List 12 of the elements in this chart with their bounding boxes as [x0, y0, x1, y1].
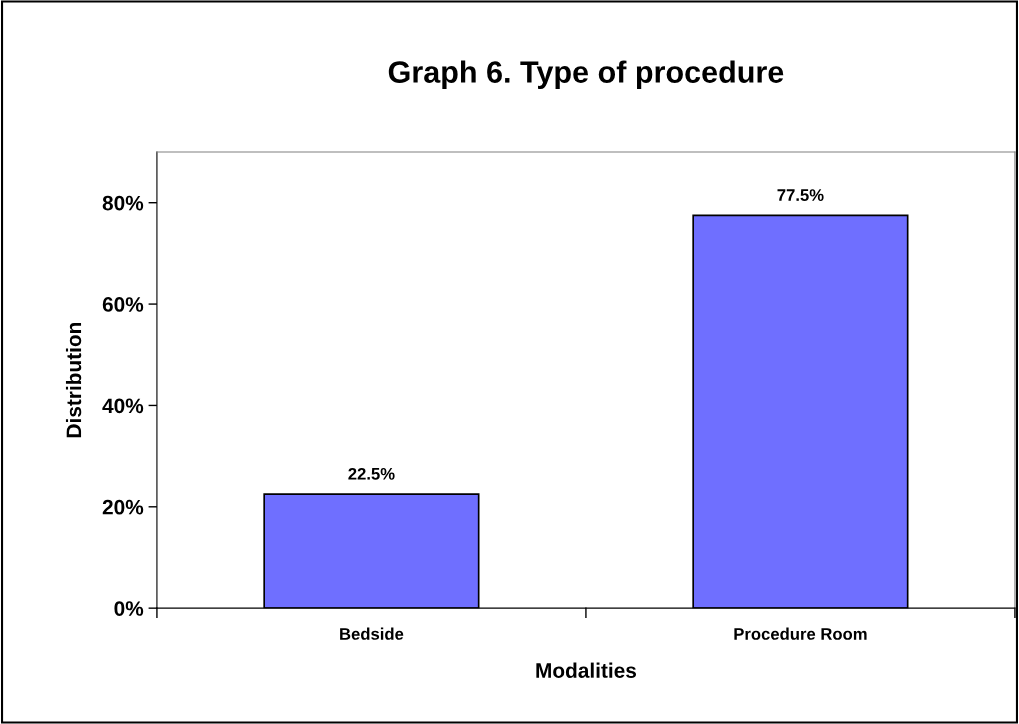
y-axis-title: Distribution: [65, 322, 82, 438]
y-tick-label: 40%: [102, 398, 144, 414]
data-label: 77.5%: [777, 189, 824, 201]
y-tick-label: 0%: [114, 601, 144, 616]
chart-title: Graph 6. Type of procedure: [388, 60, 784, 89]
y-tick-label: 60%: [102, 297, 144, 312]
x-axis-title: Modalities: [536, 662, 637, 678]
x-tick-label: Bedside: [340, 627, 404, 640]
x-tick-label: Procedure Room: [734, 627, 867, 640]
y-tick-label: 20%: [102, 499, 144, 515]
y-tick-label: 80%: [102, 195, 144, 211]
data-label: 22.5%: [348, 467, 395, 480]
